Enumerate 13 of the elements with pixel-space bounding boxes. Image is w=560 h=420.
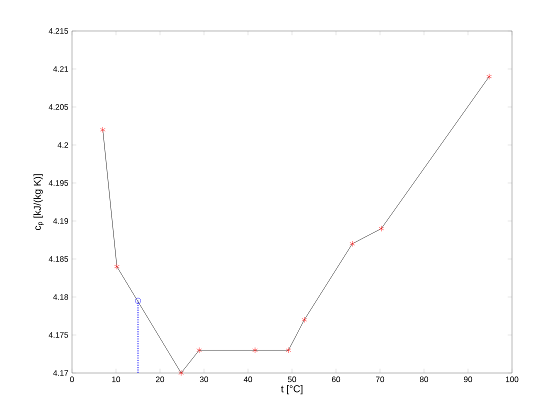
point: [196, 347, 202, 354]
point: [302, 316, 307, 323]
point: [252, 347, 258, 354]
point: [114, 264, 120, 270]
point: [350, 240, 355, 247]
point: [378, 226, 384, 232]
x-axis-title: t [°C]: [281, 385, 302, 394]
point: [135, 298, 141, 304]
point: [100, 126, 106, 133]
point: [286, 347, 292, 354]
y-axis-title: c$_{p}$ [kJ/(kg K)]: [34, 174, 44, 230]
point: [178, 370, 184, 376]
point: [486, 74, 492, 80]
